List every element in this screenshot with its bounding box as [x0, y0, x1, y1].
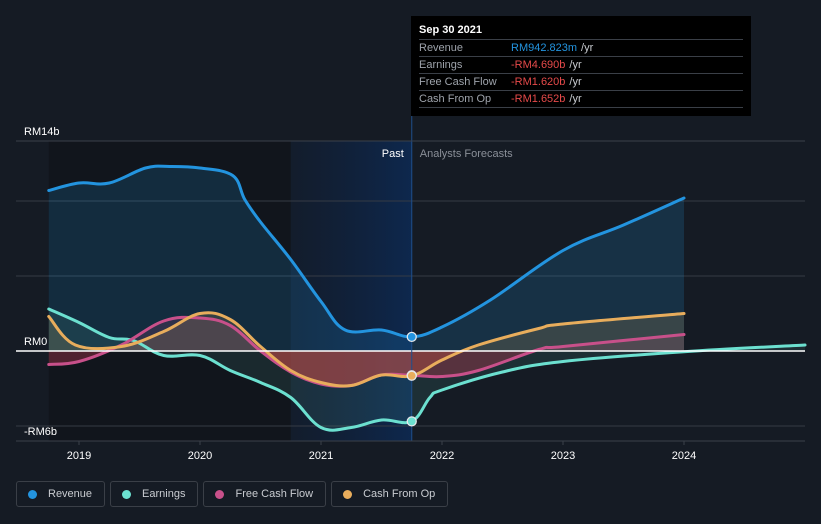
- y-tick-label: RM14b: [24, 126, 59, 138]
- tooltip-unit: /yr: [569, 93, 582, 105]
- tooltip-label: Free Cash Flow: [419, 76, 497, 88]
- legend-dot-icon: [122, 489, 132, 499]
- free-cash-flow-negative-area: [48, 351, 684, 387]
- free-cash-flow-area: [48, 317, 684, 387]
- legend-label: Revenue: [48, 488, 93, 500]
- cash-from-op-line: [47, 311, 686, 388]
- y-axis: RM14b RM0 -RM6b: [16, 126, 805, 438]
- x-tick-label: 2022: [430, 450, 454, 462]
- x-tick-label: 2024: [672, 450, 696, 462]
- tooltip-value: -RM1.620b: [511, 76, 566, 88]
- tooltip-row-earnings: Earnings -RM4.690b /yr: [419, 57, 743, 74]
- x-tick-label: 2019: [67, 450, 91, 462]
- legend-item-cash-from-op[interactable]: Cash From Op: [331, 481, 449, 507]
- revenue-line: [47, 164, 686, 339]
- tooltip-unit: /yr: [569, 59, 582, 71]
- tooltip-row-revenue: Revenue RM942.823m /yr: [419, 40, 743, 57]
- cash-from-op-area: [48, 312, 684, 386]
- cash-from-op-negative-area: [48, 351, 684, 386]
- cash-from-op-marker: [406, 370, 417, 381]
- legend-dot-icon: [28, 489, 37, 499]
- earnings-marker: [406, 416, 417, 427]
- revenue-area: [48, 166, 684, 351]
- x-tick-label: 2023: [551, 450, 575, 462]
- tooltip-value: -RM1.652b: [511, 93, 566, 105]
- tooltip-value: -RM4.690b: [511, 59, 566, 71]
- x-axis: 2019 2020 2021 2022 2023 2024: [16, 440, 805, 462]
- tooltip-unit: /yr: [569, 76, 582, 88]
- tooltip-date: Sep 30 2021: [419, 22, 743, 40]
- highlight-band: [290, 141, 412, 441]
- tooltip-unit: /yr: [581, 42, 594, 54]
- legend-item-revenue[interactable]: Revenue: [16, 481, 106, 507]
- legend-label: Cash From Op: [363, 488, 436, 500]
- tooltip: Sep 30 2021 Revenue RM942.823m /yr Earni…: [411, 16, 751, 116]
- legend-dot-icon: [215, 489, 225, 499]
- tooltip-row-free-cash-flow: Free Cash Flow -RM1.620b /yr: [419, 74, 743, 91]
- tooltip-row-cash-from-op: Cash From Op -RM1.652b /yr: [419, 91, 743, 108]
- x-tick-label: 2021: [309, 450, 333, 462]
- tooltip-label: Cash From Op: [419, 93, 492, 105]
- y-tick-label: -RM6b: [24, 426, 57, 438]
- legend-item-earnings[interactable]: Earnings: [110, 481, 199, 507]
- forecast-label: Analysts Forecasts: [420, 148, 513, 160]
- tooltip-label: Earnings: [419, 59, 463, 71]
- legend-dot-icon: [343, 489, 353, 499]
- x-tick-label: 2020: [188, 450, 212, 462]
- tooltip-label: Revenue: [419, 42, 464, 54]
- legend: Revenue Earnings Free Cash Flow Cash Fro…: [16, 481, 449, 507]
- legend-label: Free Cash Flow: [235, 488, 314, 500]
- y-tick-label: RM0: [24, 336, 47, 348]
- series-lines: [47, 164, 807, 432]
- tooltip-value: RM942.823m: [511, 42, 578, 54]
- legend-item-free-cash-flow[interactable]: Free Cash Flow: [203, 481, 327, 507]
- legend-label: Earnings: [142, 488, 186, 500]
- past-label: Past: [382, 148, 404, 160]
- revenue-marker: [406, 331, 417, 343]
- earnings-line: [47, 307, 807, 432]
- chart: RM14b RM0 -RM6b 2019 2020 2021 2022 2023 2024 P…: [16, 116, 807, 462]
- past-darken: [48, 141, 291, 441]
- series-markers: [406, 331, 417, 427]
